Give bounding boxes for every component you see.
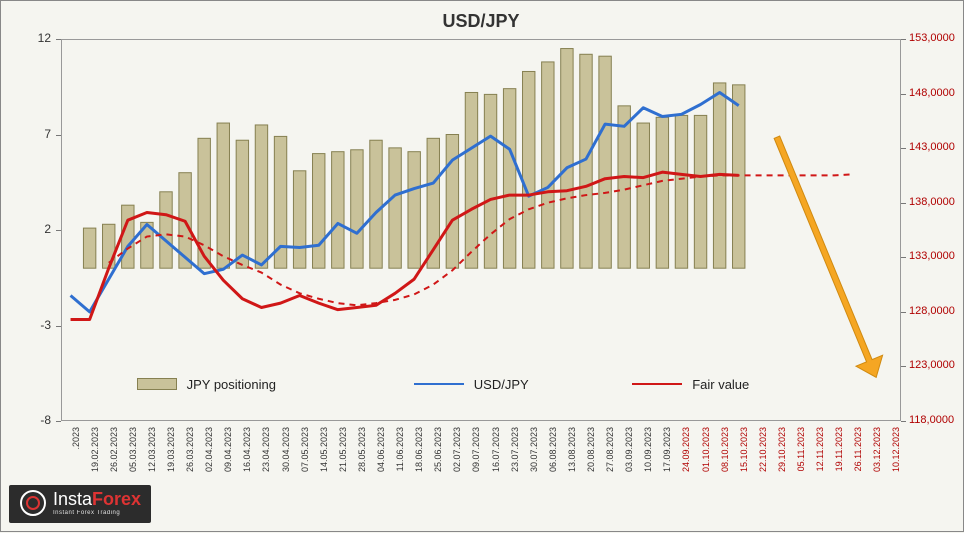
x-axis-label: 02.07.2023 (452, 427, 462, 482)
logo-brand: InstaForex (53, 490, 141, 508)
x-axis-label: 11.06.2023 (395, 427, 405, 482)
x-axis-label: 01.10.2023 (701, 427, 711, 482)
left-axis-label: 12 (1, 31, 51, 45)
x-axis-label: 23.07.2023 (510, 427, 520, 482)
logo-tagline: Instant Forex Trading (53, 510, 141, 516)
trend-arrow-icon (774, 136, 882, 377)
x-axis-label: 30.04.2023 (281, 427, 291, 482)
bar (561, 49, 573, 269)
x-axis-label: 17.09.2023 (662, 427, 672, 482)
bar (160, 192, 172, 268)
bar (637, 123, 649, 268)
x-axis-label: 25.06.2023 (433, 427, 443, 482)
x-axis-label: 06.08.2023 (548, 427, 558, 482)
x-axis-label: 26.02.2023 (109, 427, 119, 482)
left-axis-label: 7 (1, 127, 51, 141)
legend-swatch-bar-icon (137, 378, 177, 390)
x-axis-label: 28.05.2023 (357, 427, 367, 482)
bar (122, 205, 134, 268)
x-axis-label: 03.12.2023 (872, 427, 882, 482)
right-axis-label: 118,0000 (909, 414, 954, 426)
left-axis-label: 2 (1, 222, 51, 236)
x-axis-label: 05.03.2023 (128, 427, 138, 482)
legend-label: USD/JPY (474, 377, 529, 392)
right-axis-label: 133,0000 (909, 250, 955, 262)
bar (217, 123, 229, 268)
x-axis-label: 22.10.2023 (758, 427, 768, 482)
legend-item: USD/JPY (414, 377, 529, 392)
legend-item: Fair value (632, 377, 749, 392)
x-axis-label: 26.11.2023 (853, 427, 863, 482)
bar (313, 154, 325, 269)
right-axis-label: 153,0000 (909, 32, 955, 44)
right-axis-label: 143,0000 (909, 141, 955, 153)
bar (83, 228, 95, 268)
bar (236, 140, 248, 268)
legend-item: JPY positioning (137, 377, 276, 392)
right-axis-label: 123,0000 (909, 359, 955, 371)
bar (255, 125, 267, 268)
bar (618, 106, 630, 268)
bar (351, 150, 363, 268)
x-axis-label: 04.06.2023 (376, 427, 386, 482)
right-axis-label: 128,0000 (909, 305, 955, 317)
brand-logo: InstaForex Instant Forex Trading (9, 485, 151, 523)
x-axis-label: 07.05.2023 (300, 427, 310, 482)
legend-swatch-line-icon (632, 383, 682, 385)
x-axis-label: 16.07.2023 (491, 427, 501, 482)
x-axis-label: 12.03.2023 (147, 427, 157, 482)
x-axis-label: 29.10.2023 (777, 427, 787, 482)
x-axis-label: 05.11.2023 (796, 427, 806, 482)
x-axis-label: 24.09.2023 (681, 427, 691, 482)
bar (465, 92, 477, 268)
bar (370, 140, 382, 268)
x-axis-label: .2023 (71, 427, 81, 482)
x-axis-label: 09.07.2023 (471, 427, 481, 482)
x-axis-label: 03.09.2023 (624, 427, 634, 482)
legend-label: JPY positioning (187, 377, 276, 392)
x-axis-label: 23.04.2023 (261, 427, 271, 482)
x-axis-label: 02.04.2023 (204, 427, 214, 482)
x-axis-label: 10.12.2023 (891, 427, 901, 482)
bar (656, 117, 668, 268)
x-axis-label: 10.09.2023 (643, 427, 653, 482)
bar (694, 115, 706, 268)
legend-swatch-line-icon (414, 383, 464, 385)
x-axis-label: 14.05.2023 (319, 427, 329, 482)
x-axis-label: 15.10.2023 (739, 427, 749, 482)
bar (599, 56, 611, 268)
x-axis-label: 18.06.2023 (414, 427, 424, 482)
bar (542, 62, 554, 268)
left-axis-label: -8 (1, 413, 51, 427)
legend-label: Fair value (692, 377, 749, 392)
bar (523, 71, 535, 268)
right-axis-label: 148,0000 (909, 87, 955, 99)
x-axis-label: 08.10.2023 (720, 427, 730, 482)
legend: JPY positioning USD/JPY Fair value (61, 377, 901, 397)
bar (332, 152, 344, 269)
x-axis-label: 12.11.2023 (815, 427, 825, 482)
logo-ring-icon (19, 489, 47, 517)
x-axis-label: 26.03.2023 (185, 427, 195, 482)
x-axis-label: 09.04.2023 (223, 427, 233, 482)
x-axis-label: 19.11.2023 (834, 427, 844, 482)
bar (675, 115, 687, 268)
x-axis-label: 21.05.2023 (338, 427, 348, 482)
x-axis-label: 27.08.2023 (605, 427, 615, 482)
bar (293, 171, 305, 268)
x-axis-label: 19.02.2023 (90, 427, 100, 482)
bar (446, 135, 458, 269)
x-axis-label: 20.08.2023 (586, 427, 596, 482)
x-axis-label: 30.07.2023 (529, 427, 539, 482)
x-axis-label: 13.08.2023 (567, 427, 577, 482)
bar (408, 152, 420, 269)
bar (484, 94, 496, 268)
chart-container: USD/JPY JPY positioning USD/JPY Fair value… (0, 0, 964, 532)
right-axis-label: 138,0000 (909, 196, 955, 208)
x-axis-label: 19.03.2023 (166, 427, 176, 482)
x-axis-label: 16.04.2023 (242, 427, 252, 482)
left-axis-label: -3 (1, 318, 51, 332)
bar (503, 89, 515, 269)
bar (389, 148, 401, 268)
